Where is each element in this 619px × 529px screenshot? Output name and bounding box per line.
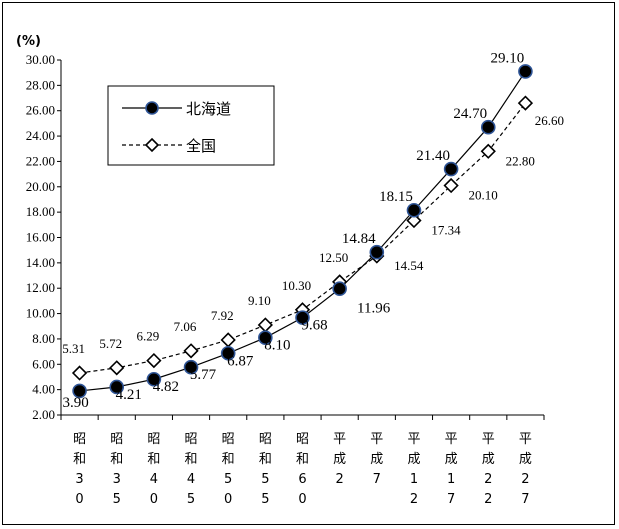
series-point-national (183, 343, 199, 359)
y-tick-label: 28.00 (26, 77, 55, 92)
series-point-hokkaido (406, 202, 422, 218)
data-label-national: 7.06 (174, 319, 197, 334)
data-label-national: 22.80 (506, 153, 535, 168)
data-label-national: 12.50 (319, 250, 348, 265)
legend-marker-hokkaido (145, 101, 159, 115)
data-label-hokkaido: 11.96 (357, 301, 391, 317)
series-point-hokkaido (443, 161, 459, 177)
legend-marker-national (144, 137, 160, 153)
data-label-hokkaido: 14.84 (342, 231, 376, 247)
data-label-national: 7.92 (211, 308, 234, 323)
series-point-hokkaido (518, 64, 533, 79)
y-tick-label: 22.00 (26, 153, 55, 168)
x-category-label: 昭和 4 0 (147, 432, 160, 507)
y-tick-label: 16.00 (26, 230, 55, 245)
legend-label-national: 全国 (186, 137, 216, 155)
data-label-hokkaido: 18.15 (379, 189, 413, 205)
x-category-label: 昭和 3 5 (110, 432, 123, 507)
series-point-national (517, 95, 534, 111)
y-tick-label: 18.00 (26, 204, 55, 219)
y-tick-label: 8.00 (32, 331, 55, 346)
data-label-hokkaido: 6.87 (227, 353, 254, 369)
series-point-national (220, 332, 236, 348)
x-category-label: 平成 1 2 (407, 432, 420, 507)
data-label-national: 9.10 (248, 293, 271, 308)
y-tick-label: 6.00 (32, 356, 55, 371)
series-point-national (257, 317, 273, 333)
x-category-label: 昭和 4 5 (185, 432, 198, 507)
y-tick-label: 4.00 (32, 382, 55, 397)
data-label-hokkaido: 21.40 (416, 148, 450, 164)
data-label-hokkaido: 4.21 (116, 387, 142, 403)
series-point-national (443, 177, 459, 194)
series-point-national (406, 212, 422, 229)
y-axis-unit: (%) (16, 34, 41, 49)
series-point-hokkaido (332, 281, 347, 297)
data-label-national: 20.10 (468, 188, 497, 203)
y-tick-label: 30.00 (26, 52, 55, 67)
data-label-hokkaido: 3.90 (62, 395, 88, 411)
data-label-national: 26.60 (535, 113, 564, 128)
y-tick-label: 24.00 (26, 128, 55, 143)
series-point-hokkaido (369, 244, 385, 260)
data-label-national: 10.30 (282, 278, 311, 293)
y-tick-label: 12.00 (26, 280, 55, 295)
x-category-label: 昭和 6 0 (296, 432, 309, 507)
data-label-hokkaido: 29.10 (491, 50, 525, 66)
x-category-label: 平成 1 7 (445, 432, 458, 507)
chart-frame (2, 2, 615, 525)
x-category-label: 平成 7 (370, 432, 383, 487)
x-category-label: 昭和 5 5 (259, 432, 272, 507)
x-category-label: 昭和 3 0 (73, 432, 86, 507)
data-label-national: 14.54 (394, 258, 424, 273)
data-label-hokkaido: 9.68 (301, 318, 327, 334)
data-label-national: 5.31 (62, 341, 85, 356)
legend-label-hokkaido: 北海道 (186, 100, 231, 118)
data-label-national: 5.72 (99, 336, 122, 351)
series-point-national (109, 360, 125, 376)
y-tick-label: 26.00 (26, 103, 55, 118)
series-point-hokkaido (109, 379, 125, 395)
y-tick-label: 20.00 (26, 179, 55, 194)
data-label-hokkaido: 4.82 (153, 379, 179, 395)
series-point-national (146, 352, 162, 369)
series-point-hokkaido (183, 359, 199, 375)
series-point-hokkaido (480, 119, 496, 135)
x-category-label: 昭和 5 0 (222, 432, 235, 507)
series-point-national (71, 365, 88, 381)
x-category-label: 平成 2 2 (482, 432, 495, 507)
data-label-national: 17.34 (431, 223, 461, 238)
legend-box (107, 85, 275, 166)
series-point-hokkaido (72, 383, 87, 399)
series-point-hokkaido (295, 310, 310, 325)
x-category-label: 平成 2 (333, 432, 346, 487)
series-point-hokkaido (258, 330, 273, 345)
series-point-hokkaido (146, 371, 162, 387)
y-tick-label: 2.00 (32, 407, 55, 422)
y-tick-label: 14.00 (26, 255, 55, 270)
data-label-national: 6.29 (137, 329, 160, 344)
data-label-hokkaido: 5.77 (190, 367, 217, 383)
series-point-national (480, 143, 496, 159)
data-label-hokkaido: 24.70 (453, 106, 487, 122)
series-point-hokkaido (220, 345, 236, 361)
y-tick-label: 10.00 (26, 306, 55, 321)
data-label-hokkaido: 8.10 (264, 338, 290, 354)
x-category-label: 平成 2 7 (519, 432, 532, 507)
